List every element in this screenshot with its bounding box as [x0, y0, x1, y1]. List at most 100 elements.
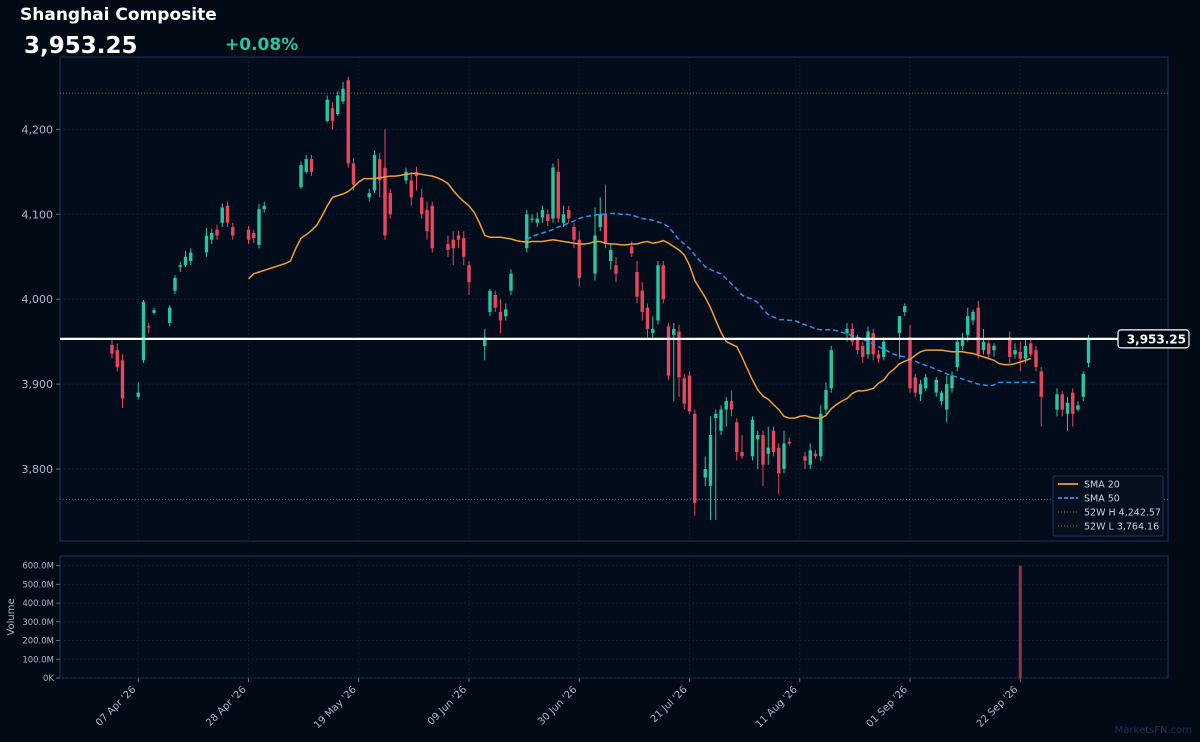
candle	[1071, 392, 1075, 414]
sma20-line	[247, 172, 1032, 419]
y-tick-label: 3,800	[22, 463, 54, 476]
candle	[1086, 339, 1091, 363]
candle	[666, 326, 671, 376]
candle	[913, 377, 917, 393]
candle	[530, 218, 534, 220]
candle	[609, 249, 613, 261]
candle	[950, 375, 954, 389]
candle	[425, 210, 429, 232]
candle	[1055, 394, 1059, 410]
candle	[304, 159, 308, 172]
volume-tick-label: 100.0M	[22, 655, 54, 665]
last-price-line: 3,953.25	[60, 329, 1190, 349]
candle	[336, 95, 340, 115]
candle	[168, 307, 172, 323]
candle	[257, 209, 261, 245]
candle	[1076, 405, 1080, 410]
candle	[220, 207, 224, 223]
volume-axis: 0K 100.0M 200.0M 300.0M 400.0M 500.0M 600.0M Vo…	[6, 562, 60, 684]
candle	[945, 384, 949, 410]
candle	[682, 378, 686, 404]
volume-tick-label: 600.0M	[22, 562, 54, 572]
candle	[1060, 394, 1064, 410]
candle	[262, 205, 266, 210]
candle	[693, 413, 697, 503]
x-tick-label: 09 Jun '26	[426, 684, 469, 727]
candle	[635, 272, 639, 297]
candle	[714, 413, 718, 419]
candle	[1065, 402, 1070, 414]
candle	[955, 341, 959, 368]
candle	[225, 205, 230, 223]
candle	[719, 409, 723, 431]
candle	[535, 218, 539, 223]
candle	[897, 316, 902, 334]
candle	[420, 197, 424, 215]
candle	[803, 456, 807, 461]
candle	[876, 354, 881, 359]
candle	[210, 232, 214, 240]
candle	[640, 290, 644, 312]
x-tick-label: 30 Jun '26	[536, 684, 579, 727]
candle	[215, 229, 219, 236]
legend-entry: SMA 20	[1084, 480, 1120, 491]
candle	[987, 343, 991, 355]
candle	[141, 301, 146, 361]
candle	[787, 441, 791, 444]
candle	[388, 193, 392, 215]
x-tick-label: 19 May '26	[312, 684, 359, 731]
candle	[504, 309, 508, 317]
candle	[551, 167, 555, 219]
y-axis: 3,800 3,900 4,000 4,100 4,200	[22, 123, 60, 476]
x-tick-label: 01 Sep '26	[865, 684, 911, 730]
candle	[976, 307, 980, 355]
candle	[462, 238, 466, 257]
candle	[782, 443, 786, 469]
page-title: Shanghai Composite	[20, 5, 217, 25]
candle	[771, 430, 776, 453]
candle	[724, 401, 728, 410]
candle	[766, 447, 770, 454]
candle	[918, 384, 923, 395]
candle	[467, 265, 471, 283]
candle	[861, 345, 865, 357]
candle	[367, 193, 371, 198]
candle	[677, 331, 681, 378]
candle	[1023, 345, 1028, 359]
candle	[330, 108, 335, 121]
candle	[372, 154, 377, 191]
moving-averages	[247, 172, 1036, 419]
candle	[645, 307, 650, 329]
volume-panel	[59, 555, 1169, 679]
candle	[483, 337, 487, 346]
candle	[546, 214, 550, 222]
volume-tick-label: 400.0M	[22, 599, 54, 609]
candle	[750, 419, 755, 457]
candle	[252, 232, 256, 239]
candle	[115, 350, 119, 368]
candle	[656, 265, 660, 321]
sma50-line	[526, 212, 1036, 387]
y-tick-label: 4,000	[22, 293, 54, 306]
last-price-badge	[1117, 329, 1190, 349]
candle	[456, 235, 461, 240]
watermark: MarketsFN.com	[1114, 725, 1192, 736]
candle	[451, 239, 455, 249]
candle	[178, 265, 182, 267]
x-axis: 07 Apr '26 28 Apr '26 19 May '26 09 Jun '26…	[94, 678, 1021, 731]
candle	[614, 265, 618, 274]
candle	[147, 326, 151, 328]
candle	[561, 214, 566, 223]
legend: SMA 20 SMA 50 52W H 4,242.57 52W L 3,764.16	[1052, 475, 1164, 537]
candle	[540, 210, 545, 218]
candle	[740, 452, 744, 457]
volume-bars	[1018, 565, 1022, 678]
candle	[855, 337, 860, 351]
legend-entry: 52W L 3,764.16	[1084, 522, 1159, 533]
y-tick-label: 4,200	[22, 123, 54, 136]
candle	[960, 339, 965, 346]
candle	[346, 80, 350, 164]
candle	[378, 159, 382, 181]
candle	[493, 294, 497, 308]
volume-tick-label: 500.0M	[22, 580, 54, 590]
